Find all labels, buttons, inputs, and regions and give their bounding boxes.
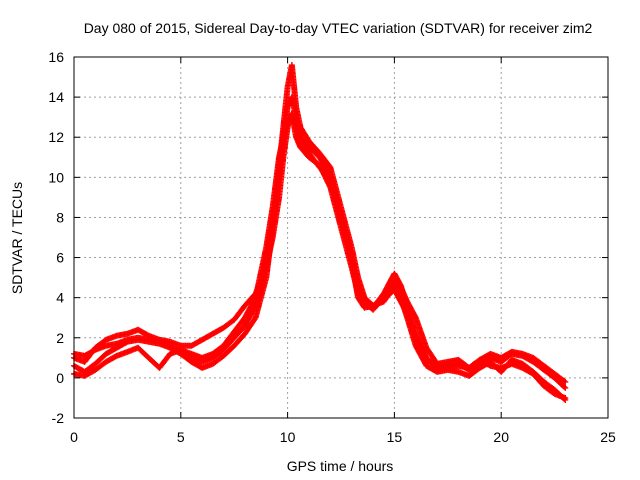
x-axis-label: GPS time / hours bbox=[287, 458, 394, 474]
x-tick-label: 15 bbox=[387, 429, 403, 445]
y-tick-label: 12 bbox=[48, 129, 64, 145]
y-axis-label: SDTVAR / TECUs bbox=[9, 182, 25, 294]
plot-frame bbox=[73, 56, 609, 419]
y-tick-label: 14 bbox=[48, 89, 64, 105]
x-tick-label: 25 bbox=[600, 429, 616, 445]
y-tick-label: 0 bbox=[56, 370, 64, 386]
x-tick-label: 0 bbox=[70, 429, 78, 445]
y-tick-label: 10 bbox=[48, 169, 64, 185]
ticks: 0 5 10 15 20 25 -2 0 2 4 6 8 10 12 14 16 bbox=[48, 49, 616, 445]
y-tick-label: 6 bbox=[56, 250, 64, 266]
data-point bbox=[562, 378, 569, 385]
y-tick-label: 16 bbox=[48, 49, 64, 65]
y-tick-label: -2 bbox=[52, 410, 65, 426]
data-point bbox=[562, 394, 569, 401]
y-tick-label: 4 bbox=[56, 290, 64, 306]
data-points bbox=[71, 62, 569, 403]
data-point-fill bbox=[561, 383, 568, 390]
x-tick-label: 10 bbox=[280, 429, 296, 445]
y-tick-label: 2 bbox=[56, 330, 64, 346]
chart-title: Day 080 of 2015, Sidereal Day-to-day VTE… bbox=[84, 20, 593, 36]
grid bbox=[74, 57, 608, 418]
data-point-fill bbox=[561, 378, 568, 385]
y-tick-label: 8 bbox=[56, 209, 64, 225]
x-tick-label: 20 bbox=[493, 429, 509, 445]
data-point bbox=[562, 384, 569, 391]
x-tick-label: 5 bbox=[177, 429, 185, 445]
